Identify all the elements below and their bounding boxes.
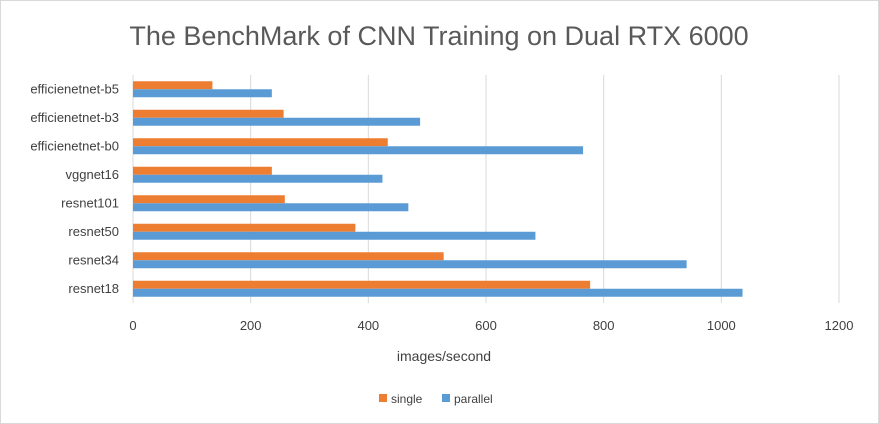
category-label: resnet34 [68, 252, 119, 267]
bar-single [133, 223, 356, 232]
category-label: resnet18 [68, 281, 119, 296]
bar-parallel [133, 288, 743, 297]
chart-title: The BenchMark of CNN Training on Dual RT… [129, 21, 748, 51]
category-label: efficienetnet-b0 [30, 138, 119, 153]
bars [133, 81, 743, 297]
category-label: vggnet16 [66, 167, 120, 182]
bar-parallel [133, 174, 383, 183]
x-tick-label: 1000 [707, 318, 736, 333]
x-tick-label: 200 [240, 318, 262, 333]
x-tick-labels: 0 200 400 600 800 1000 1200 [129, 318, 853, 333]
x-tick-label: 400 [357, 318, 379, 333]
bar-parallel [133, 117, 421, 126]
bar-single [133, 166, 272, 175]
bar-single [133, 252, 444, 261]
legend-swatch-parallel [442, 394, 450, 402]
category-labels: efficienetnet-b5 efficienetnet-b3 efficien… [30, 81, 119, 296]
category-label: resnet101 [61, 195, 119, 210]
bar-parallel [133, 89, 272, 98]
bar-single [133, 195, 285, 204]
x-tick-label: 800 [593, 318, 615, 333]
category-label: efficienetnet-b5 [30, 81, 119, 96]
bar-single [133, 138, 388, 147]
bar-parallel [133, 260, 687, 269]
x-axis-title: images/second [397, 348, 491, 364]
category-label: efficienetnet-b3 [30, 110, 119, 125]
legend-label-single: single [391, 392, 423, 406]
legend-swatch-single [379, 394, 387, 402]
bar-single [133, 280, 591, 289]
x-tick-label: 1200 [825, 318, 854, 333]
bar-parallel [133, 203, 409, 212]
gridlines [132, 75, 840, 303]
bar-single [133, 109, 284, 118]
x-tick-label: 600 [475, 318, 497, 333]
legend-label-parallel: parallel [454, 392, 493, 406]
legend: single parallel [379, 392, 493, 406]
category-label: resnet50 [68, 224, 119, 239]
bar-parallel [133, 146, 584, 155]
bar-single [133, 81, 213, 90]
x-tick-label: 0 [129, 318, 136, 333]
bar-parallel [133, 231, 536, 240]
